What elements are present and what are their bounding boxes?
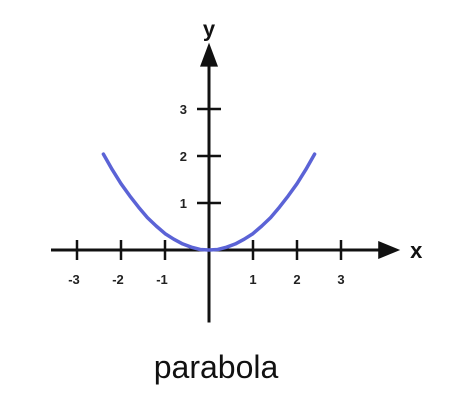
x-tick-label: -1 (156, 272, 168, 287)
ticks: -3 -2 -1 1 2 3 1 2 3 (68, 102, 344, 287)
y-tick-label: 1 (180, 196, 187, 211)
x-tick-label: 3 (337, 272, 344, 287)
y-axis-arrow (200, 42, 218, 67)
y-tick-label: 2 (180, 149, 187, 164)
axes (51, 42, 401, 323)
x-tick-label: -3 (68, 272, 80, 287)
x-tick-label: -2 (112, 272, 124, 287)
curve (101, 152, 317, 252)
x-axis-arrow (378, 241, 401, 259)
y-tick-label: 3 (180, 102, 187, 117)
x-tick-label: 2 (293, 272, 300, 287)
parabola-curve (101, 152, 317, 252)
y-axis-label: y (203, 17, 216, 42)
chart-title: parabola (154, 349, 279, 385)
x-tick-label: 1 (249, 272, 256, 287)
x-axis-label: x (410, 238, 423, 263)
